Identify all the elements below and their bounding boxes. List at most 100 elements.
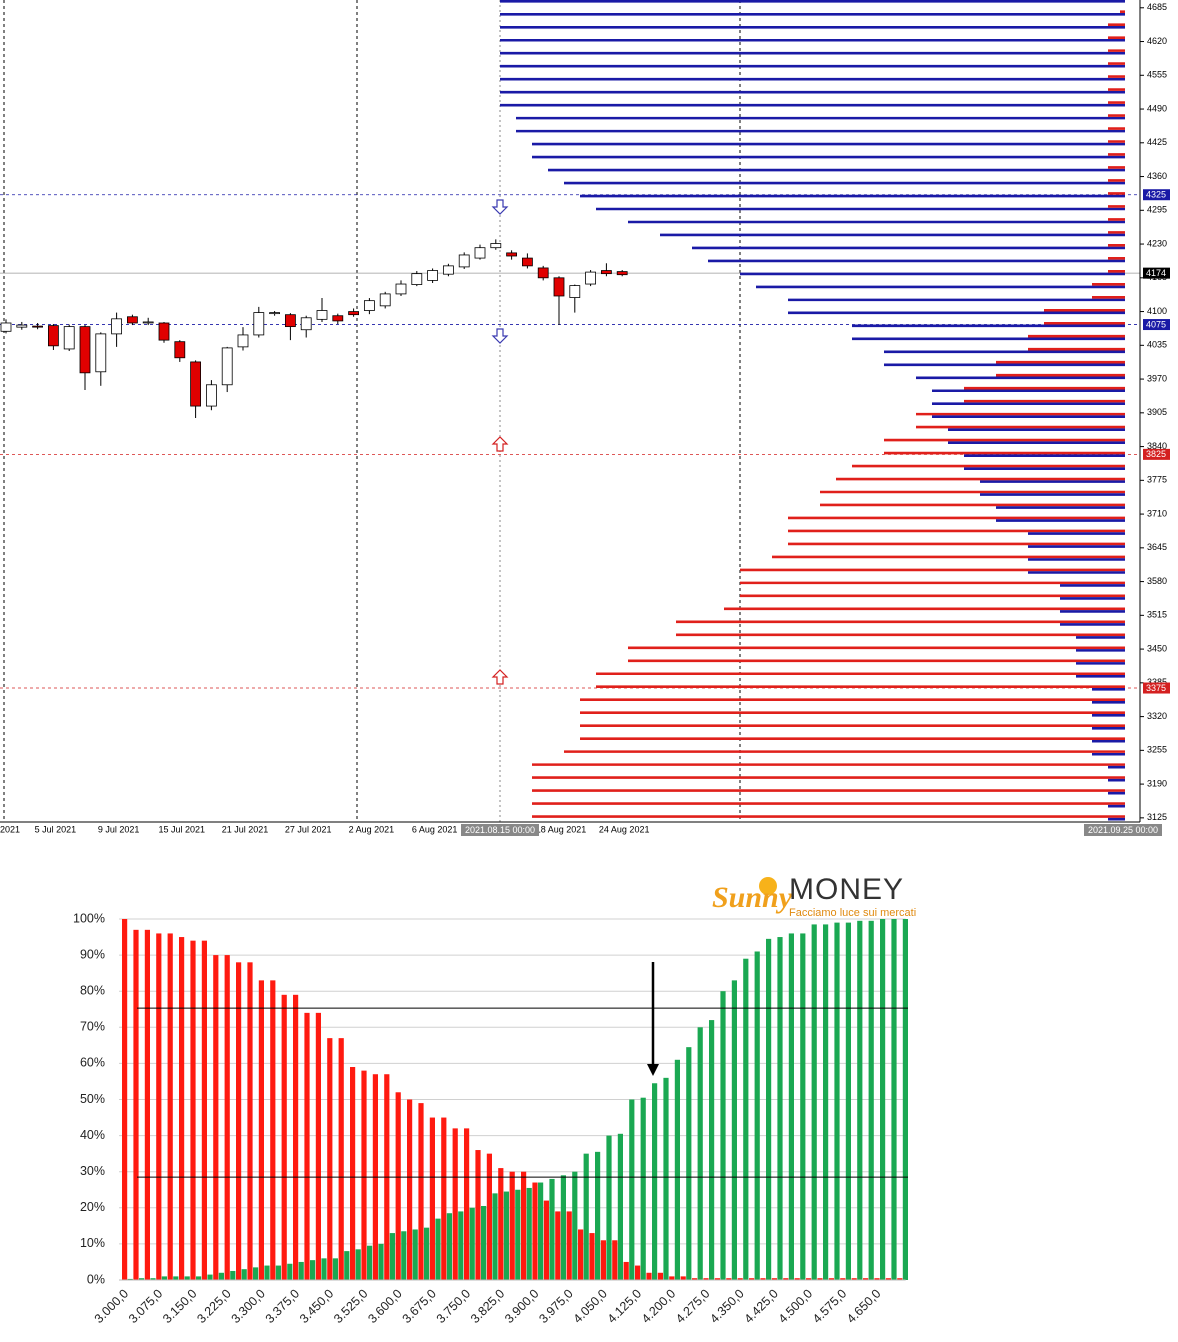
y-tick-label: 4555 (1147, 70, 1167, 80)
candle-body (332, 315, 344, 322)
level-tag (1143, 319, 1170, 331)
y-tick-label: 3840 (1147, 441, 1167, 451)
candle-body (506, 252, 518, 257)
candle-body (458, 254, 470, 268)
bar (572, 1171, 578, 1280)
open-interest (500, 0, 1125, 821)
x-tick-label: 3.600,0 (365, 1287, 404, 1326)
bar (481, 1205, 487, 1280)
bar (566, 1211, 572, 1280)
y-tick-label: 4490 (1147, 103, 1167, 113)
level-tag (1143, 267, 1170, 279)
bar (441, 1117, 447, 1280)
bar (817, 1278, 823, 1280)
bar (777, 937, 783, 1280)
candle-body (95, 333, 107, 373)
pointer-arrow-head (647, 1064, 659, 1076)
bar (464, 1128, 470, 1280)
y-tick-label: 3190 (1147, 778, 1167, 788)
bar (794, 1278, 800, 1280)
y-tick-label: 30% (80, 1164, 105, 1178)
y-tick-label: 4295 (1147, 205, 1167, 215)
bar (680, 1276, 686, 1280)
x-tick-label: 3.075,0 (126, 1287, 165, 1326)
bar (515, 1189, 521, 1280)
bar (640, 1097, 646, 1280)
y-tick-label: 4685 (1147, 2, 1167, 12)
bar (532, 1182, 538, 1280)
x-tick-label: 5 Jul 2021 (35, 824, 77, 834)
bar (247, 962, 253, 1280)
bar (321, 1258, 327, 1280)
bar (840, 1278, 846, 1280)
y-tick-label: 4360 (1147, 171, 1167, 181)
logo-name: MONEY (789, 873, 904, 906)
bar (350, 1067, 356, 1280)
logo: Sunny MONEY Facciamo luce sui mercati (712, 873, 916, 919)
bar (811, 924, 817, 1280)
candle-body (79, 326, 91, 374)
up-arrow (491, 436, 509, 452)
x-tick-label: 6 Aug 2021 (412, 824, 458, 834)
x-tick-label: 3.300,0 (229, 1287, 268, 1326)
bar (253, 1267, 259, 1280)
bar (475, 1150, 481, 1280)
bar (743, 958, 749, 1280)
bar (806, 1278, 812, 1280)
x-tick-label: 4.200,0 (639, 1287, 678, 1326)
y-tick-label: 3450 (1147, 643, 1167, 653)
bar (669, 1276, 675, 1280)
bar (435, 1218, 441, 1280)
bar (652, 1083, 658, 1280)
candle-body (16, 324, 28, 328)
bar (823, 924, 829, 1280)
bar (452, 1128, 458, 1280)
bar (492, 1193, 498, 1280)
bar (657, 1272, 663, 1280)
x-tick-label: 2 Aug 2021 (349, 824, 395, 834)
bar (623, 1261, 629, 1280)
candle-body (142, 321, 154, 324)
y-tick-label: 80% (80, 983, 105, 997)
y-tick-label: 3515 (1147, 610, 1167, 620)
bar (355, 1249, 361, 1280)
bar (201, 940, 207, 1280)
x-tick-label: 3.525,0 (331, 1287, 370, 1326)
bar (361, 1070, 367, 1280)
bar (737, 1278, 743, 1280)
bar (338, 1038, 344, 1280)
bar (555, 1211, 561, 1280)
bar (754, 951, 760, 1280)
bar (498, 1168, 504, 1280)
bar (367, 1245, 373, 1280)
x-tick-label: 3.825,0 (468, 1287, 507, 1326)
x-tick-label: 3.225,0 (194, 1287, 233, 1326)
level-label: 3825 (1146, 449, 1166, 459)
bar (692, 1278, 698, 1280)
y-tick-label: 100% (73, 911, 105, 925)
candle-body (316, 310, 328, 320)
bar (589, 1233, 595, 1280)
bar (224, 955, 230, 1280)
candle-body (237, 334, 249, 348)
bar (270, 980, 276, 1280)
bar (749, 1278, 755, 1280)
x-tick-label: 21 Jul 2021 (222, 824, 269, 834)
x-tick-label: 4.350,0 (707, 1287, 746, 1326)
bar (646, 1272, 652, 1280)
bar (521, 1171, 527, 1280)
bar (144, 929, 150, 1280)
candle-body (616, 271, 628, 276)
bar (674, 1059, 680, 1280)
x-tick-label: 4.050,0 (571, 1287, 610, 1326)
bar (891, 919, 897, 1280)
bar (127, 1278, 133, 1280)
level-tag (1143, 448, 1170, 460)
bar (902, 919, 908, 1280)
bar (241, 1269, 247, 1280)
bar (332, 1258, 338, 1280)
bar (150, 1278, 156, 1280)
bar (885, 1278, 891, 1280)
bar (230, 1270, 236, 1280)
bar (275, 1265, 281, 1280)
